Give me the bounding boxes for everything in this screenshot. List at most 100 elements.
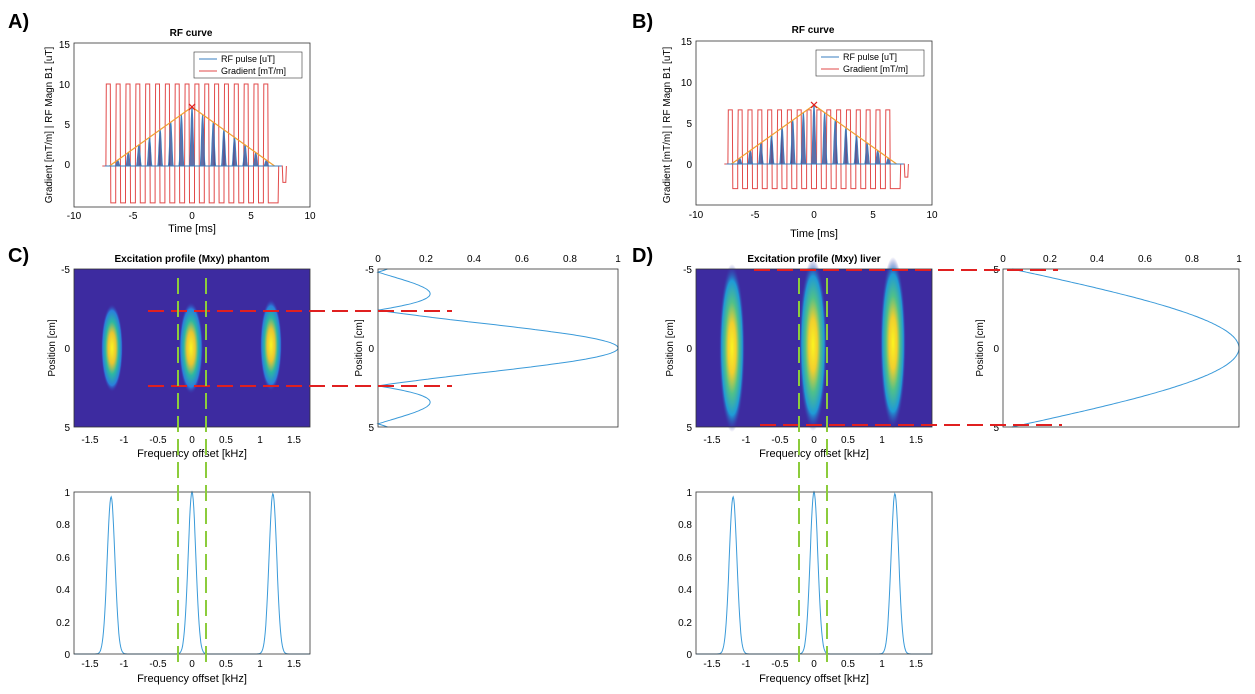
tick-label: 10 (681, 78, 693, 89)
tick-label: 0.6 (678, 553, 692, 564)
tick-label: 0 (64, 344, 70, 355)
tick-label: 0.6 (56, 553, 70, 564)
tick-label: -10 (689, 210, 704, 221)
rf-subpulse (210, 121, 217, 167)
tick-label: -0.5 (771, 659, 789, 670)
rf-subpulse (810, 104, 818, 165)
tick-label: 0 (375, 254, 381, 265)
tick-label: 0.8 (56, 520, 70, 531)
tick-label: 0 (686, 160, 692, 171)
panel-a-xticks: -10 -5 0 5 10 (67, 211, 316, 222)
panel-a-plot (102, 83, 287, 204)
panel-b-title: RF curve (792, 25, 835, 36)
panel-a-legend: RF pulse [uT] Gradient [mT/m] (193, 51, 303, 79)
panel-d-map-yticks: -5 0 5 (683, 265, 692, 434)
panel-a-label: A) (8, 11, 29, 33)
panel-d: D) Excitation profile (Mxy) liver -1.5 -… (632, 245, 1242, 685)
mxy-frequency-profile (696, 490, 932, 655)
rf-subpulse (832, 119, 839, 165)
tick-label: 0 (686, 344, 692, 355)
tick-label: -1 (742, 659, 751, 670)
tick-label: 5 (686, 119, 692, 130)
rf-peak-marker (188, 103, 196, 111)
tick-label: -0.5 (771, 435, 789, 446)
tick-label: 0 (64, 160, 70, 171)
tick-label: 1 (686, 488, 692, 499)
rf-subpulse (231, 136, 238, 167)
panel-c-label: C) (8, 245, 29, 267)
tick-label: 0.8 (563, 254, 577, 265)
tick-label: 15 (59, 40, 71, 51)
tick-label: -1.5 (703, 435, 721, 446)
tick-label: 10 (59, 80, 71, 91)
panel-c-map-yticks: -5 0 5 (61, 265, 70, 434)
heatmap-band-left (719, 264, 745, 432)
panel-c-map-xlabel: Frequency offset [kHz] (137, 448, 247, 460)
panel-d-bottom-xticks: -1.5 -1 -0.5 0 0.5 1 1.5 (703, 659, 923, 670)
rf-peak-marker (810, 101, 818, 109)
panel-d-label: D) (632, 245, 653, 267)
tick-label: 1 (615, 254, 621, 265)
tick-label: 0 (993, 344, 999, 355)
tick-label: 0.8 (1185, 254, 1199, 265)
panel-b-yticks: 0 5 10 15 (681, 37, 693, 171)
rf-subpulse (167, 121, 174, 167)
tick-label: 10 (304, 211, 316, 222)
panel-c-bottom-axes-box (73, 491, 311, 655)
tick-label: -5 (365, 265, 374, 276)
panel-d-map-ylabel: Position [cm] (665, 319, 676, 376)
panel-a: A) RF curve -10 -5 0 5 10 0 5 10 15 Time… (8, 11, 316, 235)
mxy-frequency-profile (74, 490, 310, 655)
tick-label: 0.6 (1138, 254, 1152, 265)
panel-a-ylabel: Gradient [mT/m] | RF Magn B1 [uT] (44, 47, 55, 204)
rf-subpulse (146, 136, 153, 167)
tick-label: 5 (368, 423, 374, 434)
panel-c-side-axes-box (377, 268, 619, 428)
tick-label: 0 (64, 650, 70, 661)
tick-label: -1.5 (703, 659, 721, 670)
panel-c-bottom-xlabel: Frequency offset [kHz] (137, 673, 247, 685)
gradient-line (102, 83, 287, 204)
tick-label: 1.5 (287, 659, 301, 670)
rf-subpulse (789, 119, 796, 165)
legend-label-gradient: Gradient [mT/m] (843, 64, 908, 74)
tick-label: 0.5 (841, 659, 855, 670)
panel-d-guides (754, 269, 1062, 668)
tick-label: 0 (1000, 254, 1006, 265)
tick-label: 0 (811, 210, 817, 221)
tick-label: 0 (189, 211, 195, 222)
panel-c: C) Excitation profile (Mxy) phantom -1.5… (8, 245, 621, 685)
panel-c-bottom-plot (74, 490, 310, 655)
heatmap-band-right (260, 299, 282, 391)
tick-label: 5 (686, 423, 692, 434)
tick-label: -5 (61, 265, 70, 276)
panel-c-title: Excitation profile (Mxy) phantom (114, 254, 269, 265)
panel-c-bottom-xticks: -1.5 -1 -0.5 0 0.5 1 1.5 (81, 659, 301, 670)
panel-c-map-xticks: -1.5 -1 -0.5 0 0.5 1 1.5 (81, 435, 301, 446)
tick-label: 0.4 (1090, 254, 1104, 265)
tick-label: 5 (64, 120, 70, 131)
tick-label: 1 (879, 659, 885, 670)
heatmap-band-left (101, 304, 123, 392)
panel-a-axes-box (73, 42, 311, 208)
panel-d-map-xticks: -1.5 -1 -0.5 0 0.5 1 1.5 (703, 435, 923, 446)
panel-b-xlabel: Time [ms] (790, 228, 838, 240)
tick-label: 1 (64, 488, 70, 499)
tick-label: 1 (257, 659, 263, 670)
tick-label: 0.4 (56, 585, 70, 596)
panel-a-title: RF curve (170, 28, 213, 39)
tick-label: 0 (189, 659, 195, 670)
tick-label: 1.5 (909, 659, 923, 670)
tick-label: 0.6 (515, 254, 529, 265)
tick-label: -0.5 (149, 659, 167, 670)
tick-label: 15 (681, 37, 693, 48)
tick-label: 0.2 (56, 618, 70, 629)
panel-c-side-yticks: -5 0 5 (365, 265, 374, 434)
tick-label: -1 (120, 659, 129, 670)
rf-subpulse (188, 106, 196, 167)
tick-label: -1.5 (81, 659, 99, 670)
tick-label: 0.5 (219, 435, 233, 446)
panel-b-label: B) (632, 11, 653, 33)
panel-d-map-xlabel: Frequency offset [kHz] (759, 448, 869, 460)
